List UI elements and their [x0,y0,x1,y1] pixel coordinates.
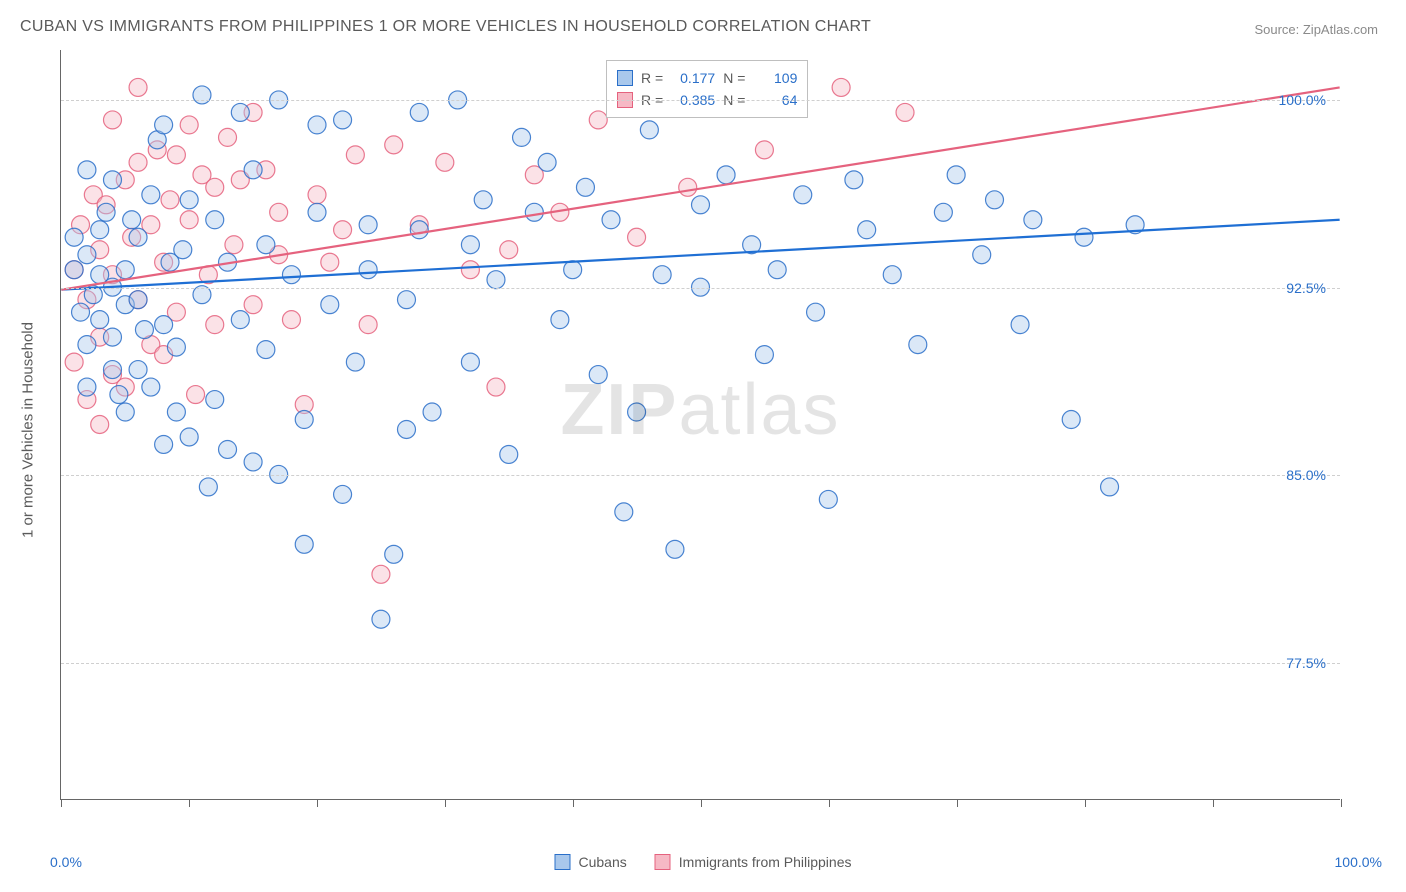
stat-n-label: N = [723,67,745,89]
x-tick [957,799,958,807]
stat-n-cubans: 109 [753,67,797,89]
x-tick [1341,799,1342,807]
bottom-legend: Cubans Immigrants from Philippines [555,854,852,870]
source-label: Source: ZipAtlas.com [1254,22,1378,37]
x-tick [317,799,318,807]
stat-r-label: R = [641,67,663,89]
x-axis-min-label: 0.0% [50,854,82,870]
plot-area: R = 0.177 N = 109 R = 0.385 N = 64 ZIPat… [60,50,1340,800]
legend-swatch-philippines [655,854,671,870]
x-tick [445,799,446,807]
y-tick-label: 92.5% [1286,280,1326,296]
y-tick-label: 85.0% [1286,467,1326,483]
chart-title: CUBAN VS IMMIGRANTS FROM PHILIPPINES 1 O… [20,18,871,36]
chart-svg [61,50,1340,799]
legend-item-philippines: Immigrants from Philippines [655,854,852,870]
grid-line [61,288,1340,289]
grid-line [61,663,1340,664]
legend-label-philippines: Immigrants from Philippines [679,854,852,870]
x-tick [1213,799,1214,807]
stats-row-cubans: R = 0.177 N = 109 [617,67,797,89]
grid-line [61,475,1340,476]
x-tick [1085,799,1086,807]
y-axis-label: 1 or more Vehicles in Household [20,322,37,538]
stat-r-cubans: 0.177 [671,67,715,89]
legend-label-cubans: Cubans [579,854,627,870]
y-tick-label: 77.5% [1286,655,1326,671]
stats-box: R = 0.177 N = 109 R = 0.385 N = 64 [606,60,808,118]
stats-swatch-cubans [617,70,633,86]
y-tick-label: 100.0% [1279,92,1326,108]
x-tick [189,799,190,807]
x-axis-max-label: 100.0% [1335,854,1382,870]
x-tick [573,799,574,807]
legend-item-cubans: Cubans [555,854,627,870]
x-tick [701,799,702,807]
chart-container: CUBAN VS IMMIGRANTS FROM PHILIPPINES 1 O… [0,0,1406,892]
x-tick [829,799,830,807]
grid-line [61,100,1340,101]
legend-swatch-cubans [555,854,571,870]
x-tick [61,799,62,807]
